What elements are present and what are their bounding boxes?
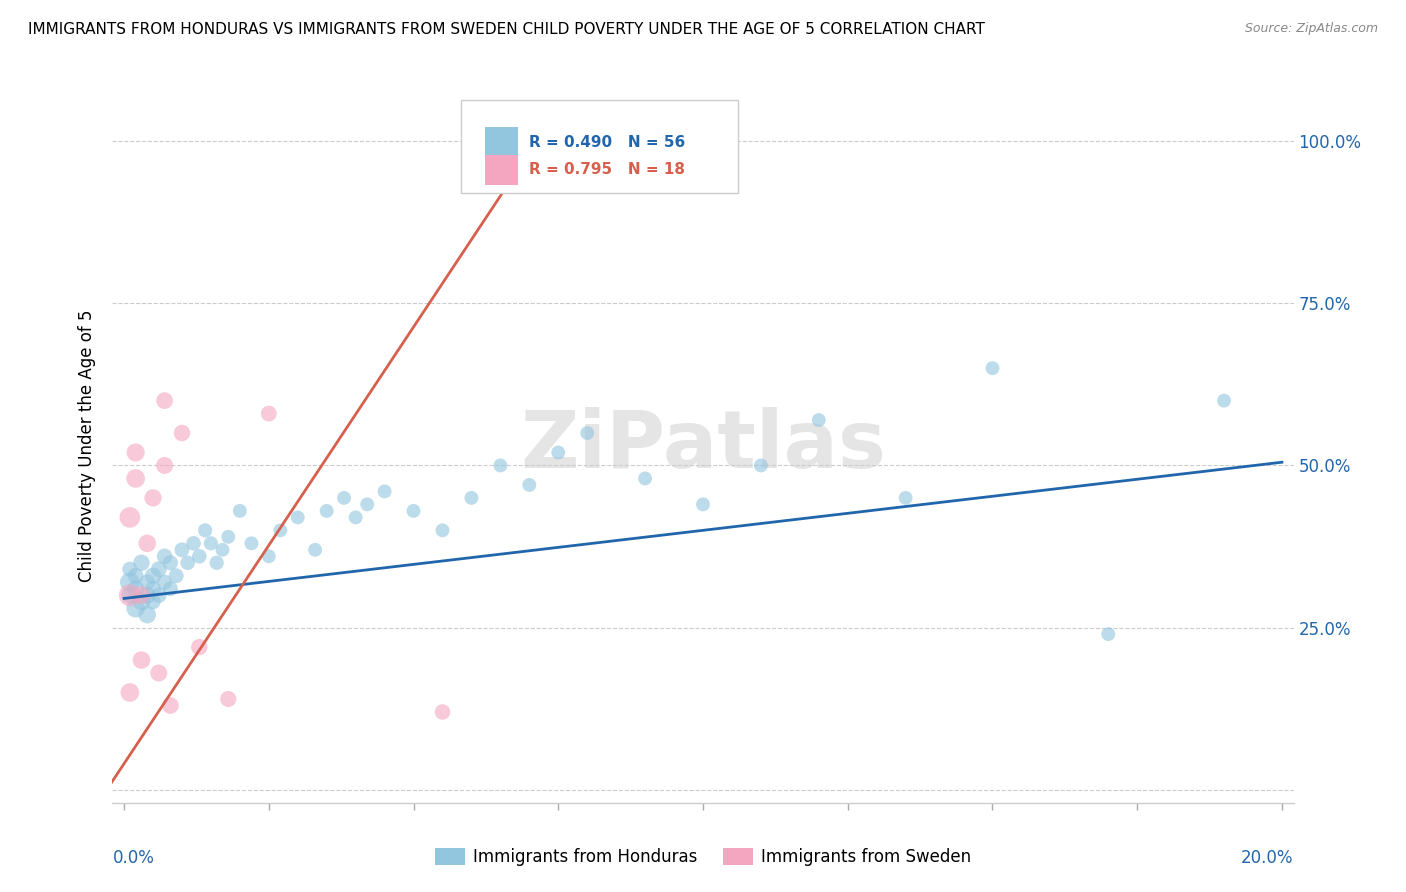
Point (118, 575, 141, 590)
Point (460, 491, 482, 505)
Text: R = 0.795   N = 18: R = 0.795 N = 18 (530, 162, 685, 178)
Point (269, 524, 291, 538)
Point (217, 530, 239, 544)
Point (304, 542, 326, 557)
Point (159, 582, 181, 596)
Point (344, 510, 367, 524)
Point (229, 504, 252, 518)
Point (170, 425, 193, 440)
Point (148, 562, 170, 576)
Point (257, 549, 280, 564)
Point (170, 542, 193, 557)
Point (136, 575, 159, 590)
Point (118, 685, 141, 699)
Point (124, 568, 146, 582)
Point (692, 497, 714, 511)
Point (131, 653, 153, 667)
Point (131, 595, 153, 609)
Point (142, 568, 165, 582)
Point (118, 510, 141, 524)
Point (1213, 393, 1236, 408)
Point (188, 549, 211, 564)
Point (142, 491, 165, 505)
Point (153, 393, 176, 408)
Point (205, 556, 228, 570)
Text: 20.0%: 20.0% (1241, 849, 1294, 867)
Point (287, 510, 309, 524)
Point (981, 361, 1004, 376)
Text: R = 0.490   N = 56: R = 0.490 N = 56 (530, 135, 686, 150)
Point (807, 413, 830, 427)
Point (153, 458, 176, 473)
Point (894, 491, 917, 505)
Point (188, 640, 211, 654)
FancyBboxPatch shape (461, 100, 738, 193)
Text: Source: ZipAtlas.com: Source: ZipAtlas.com (1244, 22, 1378, 36)
Point (124, 471, 146, 485)
Point (194, 524, 217, 538)
Point (148, 588, 170, 602)
Text: IMMIGRANTS FROM HONDURAS VS IMMIGRANTS FROM SWEDEN CHILD POVERTY UNDER THE AGE O: IMMIGRANTS FROM HONDURAS VS IMMIGRANTS F… (28, 22, 986, 37)
Point (402, 504, 425, 518)
Point (148, 666, 170, 681)
Point (159, 698, 181, 713)
Point (124, 445, 146, 459)
Point (131, 588, 153, 602)
Point (432, 705, 454, 719)
Point (211, 542, 233, 557)
Point (165, 568, 187, 582)
Point (124, 601, 146, 615)
Point (217, 692, 239, 706)
Point (200, 536, 222, 550)
Point (183, 536, 205, 550)
Point (124, 582, 146, 596)
Legend: Immigrants from Honduras, Immigrants from Sweden: Immigrants from Honduras, Immigrants fro… (429, 841, 977, 873)
Point (177, 556, 200, 570)
Point (634, 471, 657, 485)
Point (517, 478, 540, 492)
Point (118, 562, 141, 576)
Point (142, 595, 165, 609)
FancyBboxPatch shape (485, 128, 517, 157)
Point (142, 582, 165, 596)
Point (432, 524, 454, 538)
Point (356, 497, 378, 511)
Point (1097, 627, 1119, 641)
Text: 0.0%: 0.0% (112, 849, 155, 867)
Point (118, 588, 141, 602)
Point (118, 588, 141, 602)
FancyBboxPatch shape (485, 155, 517, 185)
Point (153, 575, 176, 590)
Point (315, 504, 337, 518)
Point (240, 536, 263, 550)
Point (547, 445, 569, 459)
Point (749, 458, 772, 473)
Text: ZiPatlas: ZiPatlas (520, 407, 886, 485)
Point (153, 549, 176, 564)
Point (136, 607, 159, 622)
Point (374, 484, 396, 499)
Point (333, 491, 356, 505)
Y-axis label: Child Poverty Under the Age of 5: Child Poverty Under the Age of 5 (77, 310, 96, 582)
Point (136, 588, 159, 602)
Point (257, 407, 280, 421)
Point (159, 556, 181, 570)
Point (136, 536, 159, 550)
Point (489, 458, 512, 473)
Point (131, 556, 153, 570)
Point (576, 425, 599, 440)
